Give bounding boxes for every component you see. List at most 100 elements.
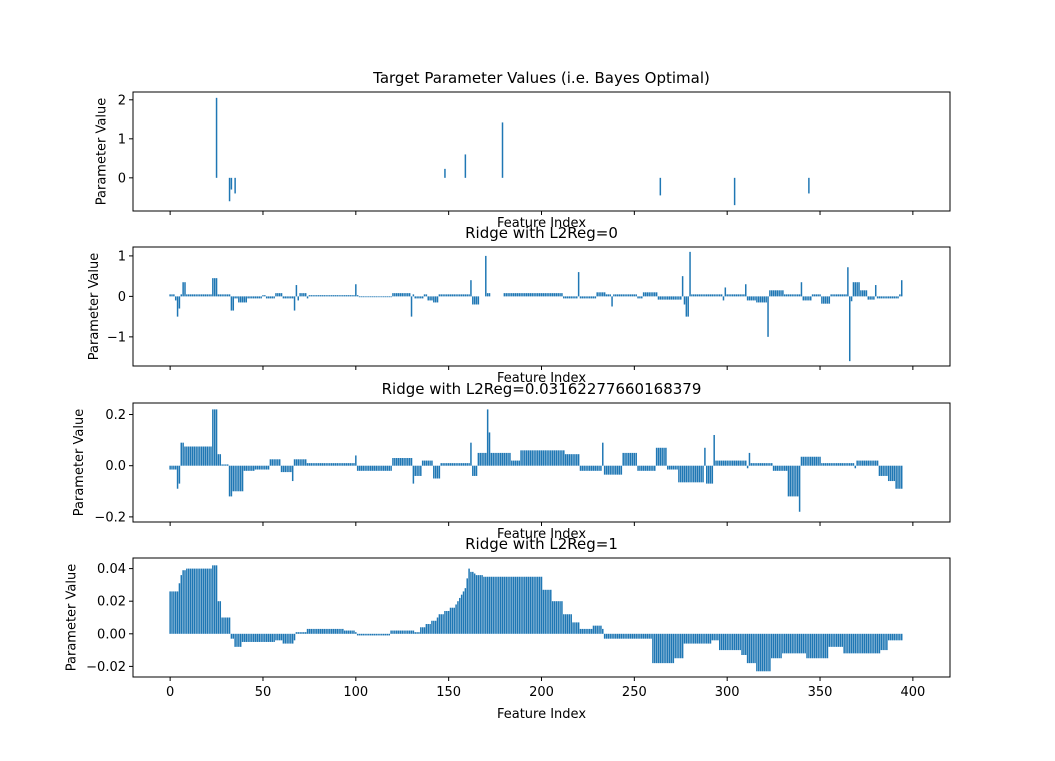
bar bbox=[832, 294, 834, 297]
bar bbox=[887, 296, 890, 299]
bar bbox=[416, 296, 418, 299]
bar bbox=[312, 463, 314, 466]
bar bbox=[607, 465, 610, 475]
bar bbox=[460, 594, 463, 634]
bar bbox=[776, 633, 779, 659]
bar bbox=[848, 463, 851, 466]
bar bbox=[798, 465, 801, 512]
bar bbox=[772, 290, 775, 297]
bar bbox=[395, 458, 398, 466]
bar bbox=[542, 450, 545, 466]
bar bbox=[654, 292, 656, 297]
bar bbox=[891, 296, 894, 299]
bar bbox=[667, 465, 669, 470]
bar bbox=[446, 294, 448, 297]
bar bbox=[600, 465, 602, 471]
bar bbox=[709, 294, 712, 297]
bar bbox=[438, 465, 441, 479]
bar bbox=[421, 627, 424, 634]
bar bbox=[529, 576, 532, 634]
bar bbox=[405, 630, 407, 634]
bar bbox=[449, 607, 452, 634]
bar bbox=[509, 576, 511, 634]
bar bbox=[256, 465, 259, 470]
bar bbox=[758, 463, 760, 466]
bar bbox=[319, 628, 322, 634]
bar bbox=[267, 633, 270, 642]
bar bbox=[785, 633, 788, 654]
bar bbox=[769, 463, 771, 466]
bar bbox=[518, 293, 520, 297]
bar bbox=[258, 633, 261, 642]
bar bbox=[735, 460, 738, 466]
bar bbox=[260, 633, 262, 642]
bar bbox=[752, 463, 754, 466]
bar bbox=[273, 296, 275, 299]
bar bbox=[399, 293, 402, 297]
bar bbox=[373, 465, 376, 471]
bar bbox=[425, 294, 428, 297]
bar bbox=[535, 576, 537, 634]
bar bbox=[174, 465, 177, 470]
bar bbox=[785, 465, 788, 471]
bar bbox=[706, 465, 708, 484]
bar bbox=[674, 465, 676, 470]
bar bbox=[488, 432, 491, 466]
bar bbox=[819, 456, 821, 466]
bar bbox=[488, 576, 491, 634]
bar bbox=[887, 465, 890, 482]
bar bbox=[657, 296, 660, 300]
bar bbox=[356, 465, 359, 471]
bar bbox=[360, 633, 363, 636]
bar bbox=[520, 576, 522, 634]
bar bbox=[525, 576, 528, 634]
bar bbox=[860, 633, 862, 654]
bar bbox=[743, 460, 745, 466]
bar bbox=[323, 295, 325, 297]
bar bbox=[765, 296, 767, 303]
bar bbox=[550, 293, 552, 297]
bar bbox=[269, 459, 272, 466]
bar bbox=[826, 296, 829, 304]
bar bbox=[468, 294, 470, 297]
bar bbox=[719, 460, 721, 466]
bar bbox=[854, 282, 857, 297]
bar bbox=[516, 576, 519, 634]
bar bbox=[522, 293, 524, 297]
bar bbox=[490, 452, 493, 466]
bar bbox=[813, 456, 816, 466]
bar bbox=[230, 177, 233, 190]
bar bbox=[735, 294, 738, 297]
bar bbox=[239, 633, 242, 647]
bar bbox=[388, 633, 390, 636]
x-axis-label: Feature Index bbox=[497, 371, 586, 386]
bar bbox=[457, 601, 459, 634]
bar bbox=[423, 627, 426, 634]
bar bbox=[213, 565, 216, 634]
bar bbox=[375, 296, 377, 298]
bar bbox=[815, 456, 818, 466]
bar bbox=[184, 282, 186, 297]
bar bbox=[629, 633, 632, 639]
bar bbox=[537, 450, 539, 466]
bar bbox=[520, 450, 522, 466]
bar bbox=[184, 446, 186, 466]
bar bbox=[256, 296, 259, 299]
bar bbox=[739, 460, 741, 466]
chart-title: Ridge with L2Reg=0 bbox=[465, 224, 618, 242]
bar bbox=[178, 296, 181, 309]
bar bbox=[507, 576, 509, 634]
bar bbox=[633, 452, 636, 466]
bar bbox=[711, 294, 714, 297]
bar bbox=[882, 633, 884, 651]
bar bbox=[522, 576, 524, 634]
bar bbox=[280, 293, 283, 297]
bar bbox=[388, 296, 390, 298]
bar bbox=[876, 460, 879, 466]
bar bbox=[243, 465, 246, 471]
bar bbox=[351, 463, 353, 466]
bar bbox=[451, 463, 454, 466]
bar bbox=[473, 465, 476, 476]
bar bbox=[392, 293, 394, 297]
bar bbox=[503, 293, 506, 297]
